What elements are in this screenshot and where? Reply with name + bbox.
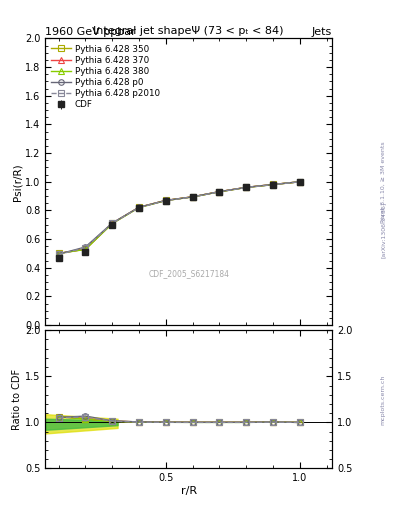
Text: mcplots.cern.ch: mcplots.cern.ch xyxy=(381,374,386,424)
Pythia 6.428 p0 xyxy=(190,194,195,200)
Pythia 6.428 p2010 xyxy=(217,189,222,195)
Pythia 6.428 p0 xyxy=(110,220,115,226)
Pythia 6.428 380 xyxy=(163,198,168,204)
Pythia 6.428 350 xyxy=(217,188,222,195)
Pythia 6.428 350 xyxy=(163,197,168,203)
Pythia 6.428 p0 xyxy=(217,188,222,195)
Pythia 6.428 p0 xyxy=(137,204,141,210)
Pythia 6.428 370 xyxy=(137,204,141,210)
Pythia 6.428 370 xyxy=(110,220,115,226)
Pythia 6.428 p2010 xyxy=(83,245,88,251)
Text: 1960 GeV ppbar: 1960 GeV ppbar xyxy=(45,27,136,37)
Legend: Pythia 6.428 350, Pythia 6.428 370, Pythia 6.428 380, Pythia 6.428 p0, Pythia 6.: Pythia 6.428 350, Pythia 6.428 370, Pyth… xyxy=(50,43,162,111)
Pythia 6.428 p2010 xyxy=(244,184,249,190)
Pythia 6.428 p0 xyxy=(56,251,61,257)
Pythia 6.428 350 xyxy=(137,204,141,210)
Y-axis label: Psi(r/R): Psi(r/R) xyxy=(12,163,22,201)
Pythia 6.428 350 xyxy=(56,250,61,257)
Pythia 6.428 p2010 xyxy=(56,251,61,258)
Pythia 6.428 370 xyxy=(56,250,61,257)
X-axis label: r/R: r/R xyxy=(180,486,197,496)
Pythia 6.428 p2010 xyxy=(110,220,115,226)
Title: Integral jet shapeΨ (73 < pₜ < 84): Integral jet shapeΨ (73 < pₜ < 84) xyxy=(94,26,284,36)
Pythia 6.428 370 xyxy=(190,194,195,200)
Pythia 6.428 p2010 xyxy=(271,182,275,188)
Pythia 6.428 380 xyxy=(244,184,249,190)
Pythia 6.428 350 xyxy=(83,246,88,252)
Pythia 6.428 370 xyxy=(298,179,302,185)
Line: Pythia 6.428 350: Pythia 6.428 350 xyxy=(56,179,303,256)
Pythia 6.428 p0 xyxy=(298,179,302,185)
Pythia 6.428 380 xyxy=(298,179,302,185)
Pythia 6.428 370 xyxy=(244,184,249,190)
Text: CDF_2005_S6217184: CDF_2005_S6217184 xyxy=(148,269,229,278)
Pythia 6.428 380 xyxy=(137,204,141,210)
Line: Pythia 6.428 370: Pythia 6.428 370 xyxy=(56,179,303,256)
Pythia 6.428 370 xyxy=(271,181,275,187)
Pythia 6.428 p2010 xyxy=(190,194,195,200)
Pythia 6.428 380 xyxy=(190,194,195,200)
Pythia 6.428 370 xyxy=(163,197,168,203)
Pythia 6.428 380 xyxy=(217,189,222,195)
Pythia 6.428 p0 xyxy=(244,184,249,190)
Pythia 6.428 370 xyxy=(83,246,88,252)
Pythia 6.428 380 xyxy=(56,250,61,257)
Line: Pythia 6.428 380: Pythia 6.428 380 xyxy=(56,179,303,256)
Pythia 6.428 p2010 xyxy=(163,198,168,204)
Text: Rivet 3.1.10, ≥ 3M events: Rivet 3.1.10, ≥ 3M events xyxy=(381,141,386,223)
Pythia 6.428 380 xyxy=(83,246,88,252)
Pythia 6.428 350 xyxy=(244,184,249,190)
Pythia 6.428 370 xyxy=(217,188,222,195)
Pythia 6.428 p2010 xyxy=(298,179,302,185)
Pythia 6.428 p0 xyxy=(163,197,168,203)
Y-axis label: Ratio to CDF: Ratio to CDF xyxy=(12,369,22,430)
Line: Pythia 6.428 p0: Pythia 6.428 p0 xyxy=(56,179,303,257)
Pythia 6.428 p2010 xyxy=(137,204,141,210)
Text: Jets: Jets xyxy=(312,27,332,37)
Pythia 6.428 380 xyxy=(110,221,115,227)
Text: [arXiv:1306.3436]: [arXiv:1306.3436] xyxy=(381,201,386,258)
Pythia 6.428 350 xyxy=(190,194,195,200)
Pythia 6.428 350 xyxy=(110,220,115,226)
Pythia 6.428 350 xyxy=(298,179,302,185)
Pythia 6.428 p0 xyxy=(271,181,275,187)
Pythia 6.428 350 xyxy=(271,181,275,187)
Line: Pythia 6.428 p2010: Pythia 6.428 p2010 xyxy=(56,179,303,257)
Pythia 6.428 380 xyxy=(271,182,275,188)
Pythia 6.428 p0 xyxy=(83,244,88,250)
